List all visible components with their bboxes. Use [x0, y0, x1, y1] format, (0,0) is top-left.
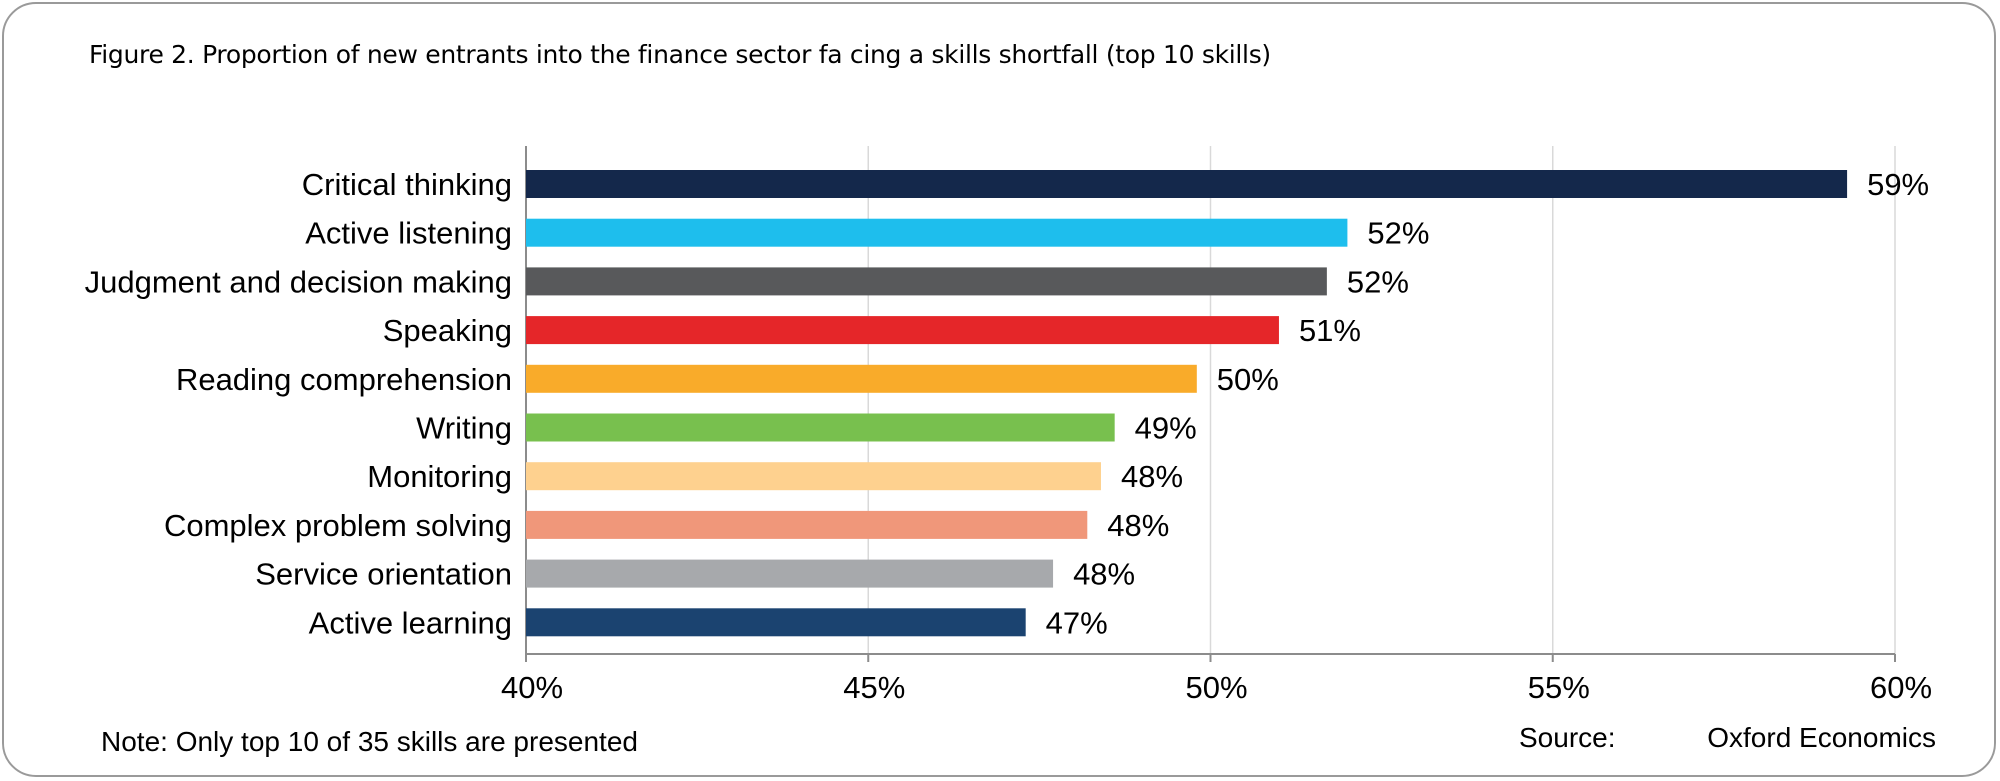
data-label: 49% [1135, 411, 1197, 446]
data-label: 51% [1299, 313, 1361, 348]
data-label: 50% [1217, 362, 1279, 397]
y-tick-label: Speaking [383, 313, 512, 348]
data-label: 47% [1046, 605, 1108, 640]
source-value: Oxford Economics [1707, 722, 1936, 753]
y-tick-label: Active learning [309, 605, 512, 640]
y-tick-label: Writing [416, 411, 512, 446]
x-tick-label: 50% [1185, 670, 1247, 705]
data-label: 52% [1347, 264, 1409, 299]
bar [526, 510, 1088, 539]
chart-note: Note: Only top 10 of 35 skills are prese… [101, 726, 638, 757]
x-tick-label: 60% [1870, 670, 1932, 705]
x-tick-label: 40% [501, 670, 563, 705]
data-label: 52% [1367, 216, 1429, 251]
bar [526, 218, 1348, 247]
bar [526, 316, 1279, 345]
bar [526, 608, 1026, 637]
y-tick-label: Service orientation [255, 557, 512, 592]
y-tick-label: Complex problem solving [164, 508, 512, 543]
bar [526, 462, 1101, 491]
chart-title: Figure 2. Proportion of new entrants int… [89, 40, 1271, 69]
source-label: Source: [1519, 722, 1616, 753]
bar [526, 267, 1327, 296]
x-tick-label: 45% [843, 670, 905, 705]
y-tick-label: Judgment and decision making [85, 264, 512, 299]
y-tick-label: Reading comprehension [176, 362, 512, 397]
bar [526, 413, 1115, 442]
bar [526, 170, 1848, 198]
y-tick-label: Critical thinking [302, 167, 512, 202]
bar [526, 559, 1054, 588]
data-label: 48% [1107, 508, 1169, 543]
bar [526, 364, 1197, 393]
x-tick-label: 55% [1528, 670, 1590, 705]
data-label: 59% [1867, 167, 1929, 202]
y-tick-label: Active listening [305, 216, 512, 251]
y-tick-label: Monitoring [367, 459, 512, 494]
data-label: 48% [1073, 557, 1135, 592]
data-label: 48% [1121, 459, 1183, 494]
